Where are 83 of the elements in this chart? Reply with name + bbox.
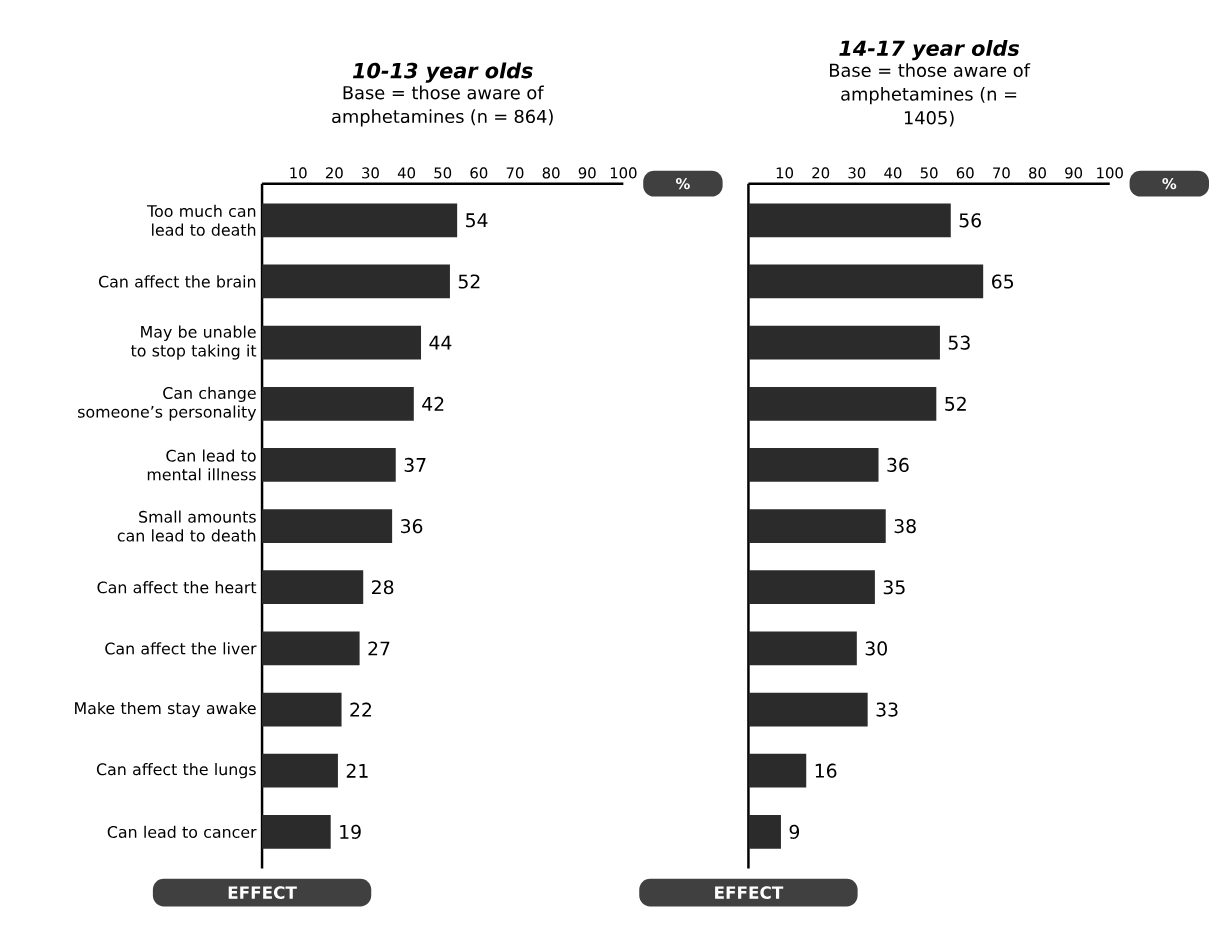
- x-tick-label: 80: [542, 167, 560, 179]
- bar: [262, 203, 458, 238]
- bar: [262, 325, 422, 360]
- bar: [748, 814, 781, 849]
- bar: [262, 753, 338, 788]
- x-tick-label: 40: [884, 167, 902, 179]
- y-tick-label: Can affect the lungs: [96, 763, 256, 779]
- chart-title: 14-17 year olds: [839, 39, 1020, 61]
- bar: [262, 692, 342, 727]
- bar: [262, 509, 393, 543]
- x-tick-label: 90: [1065, 167, 1083, 179]
- y-tick-label: Can lead to mental illness: [147, 449, 256, 481]
- data-label: 16: [815, 763, 837, 778]
- x-tick-label: 40: [397, 167, 416, 179]
- bar: [748, 325, 940, 360]
- data-label: 33: [876, 702, 898, 717]
- x-tick-label: 20: [812, 167, 830, 179]
- y-tick-label: Can lead to cancer: [107, 825, 257, 838]
- y-axis-title: EFFECT: [228, 886, 297, 899]
- data-label: 30: [865, 641, 887, 656]
- x-tick-label: 50: [434, 167, 452, 179]
- data-label: 65: [992, 274, 1014, 289]
- y-axis-title: EFFECT: [715, 886, 784, 899]
- chart-title: 10-13 year olds: [352, 62, 533, 83]
- data-label: 22: [350, 702, 372, 717]
- x-tick-label: 30: [362, 167, 379, 179]
- y-tick-label: Can change someone’s personality: [78, 386, 257, 421]
- data-label: 42: [422, 396, 444, 411]
- data-label: 36: [401, 518, 423, 534]
- x-tick-label: 60: [956, 167, 974, 179]
- data-label: 52: [458, 274, 480, 289]
- x-tick-label: 60: [470, 167, 488, 179]
- data-label: 21: [346, 763, 368, 778]
- bar: [262, 386, 414, 421]
- data-label: 19: [340, 824, 361, 839]
- y-tick-label: Can affect the heart: [97, 581, 257, 594]
- x-tick-label: 90: [578, 167, 596, 179]
- bar: [748, 509, 886, 543]
- y-tick-label: Can affect the brain: [99, 275, 256, 288]
- bar: [262, 264, 450, 299]
- y-tick-label: Can affect the liver: [105, 642, 257, 655]
- y-tick-label: May be unable to stop taking it: [130, 325, 257, 360]
- data-label: 35: [883, 580, 905, 595]
- x-tick-label: 10: [290, 167, 307, 179]
- data-label: 54: [466, 213, 488, 228]
- data-label: 44: [429, 335, 452, 350]
- data-label: 37: [404, 457, 426, 472]
- y-tick-label: Make them stay awake: [75, 701, 256, 718]
- x-axis-title: %: [1162, 177, 1177, 190]
- bar: [262, 814, 331, 849]
- y-tick-label: Small amounts can lead to death: [117, 510, 256, 542]
- bar: [748, 753, 807, 788]
- x-tick-label: 70: [506, 167, 524, 179]
- bar: [748, 692, 868, 727]
- data-label: 38: [894, 518, 916, 534]
- bar: [748, 264, 984, 299]
- chart-subtitle: Base = those aware of amphetamines (n = 864): [332, 85, 553, 127]
- data-label: 27: [368, 641, 390, 656]
- x-tick-label: 50: [920, 167, 938, 179]
- bar: [748, 570, 875, 605]
- x-axis-title: %: [675, 177, 690, 190]
- bar: [262, 448, 396, 482]
- x-tick-label: 10: [776, 167, 794, 179]
- x-tick-label: 70: [993, 167, 1010, 179]
- chart-subtitle: Base = those aware of amphetamines (n = 1405): [830, 63, 1031, 127]
- bar: [748, 203, 951, 238]
- data-label: 56: [959, 213, 981, 228]
- bar: [262, 631, 360, 666]
- data-label: 9: [789, 824, 800, 839]
- bar: [262, 570, 364, 605]
- x-tick-label: 100: [610, 167, 637, 179]
- bar: [748, 448, 879, 482]
- bar: [748, 631, 857, 666]
- x-tick-label: 20: [325, 167, 343, 179]
- data-label: 52: [945, 396, 966, 411]
- data-label: 36: [887, 457, 909, 472]
- bar: [748, 386, 937, 421]
- y-tick-label: Too much can lead to death: [147, 204, 256, 236]
- data-label: 28: [372, 580, 394, 595]
- data-label: 53: [948, 335, 970, 350]
- x-tick-label: 30: [848, 167, 866, 179]
- x-tick-label: 80: [1029, 167, 1046, 179]
- x-tick-label: 100: [1097, 167, 1123, 179]
